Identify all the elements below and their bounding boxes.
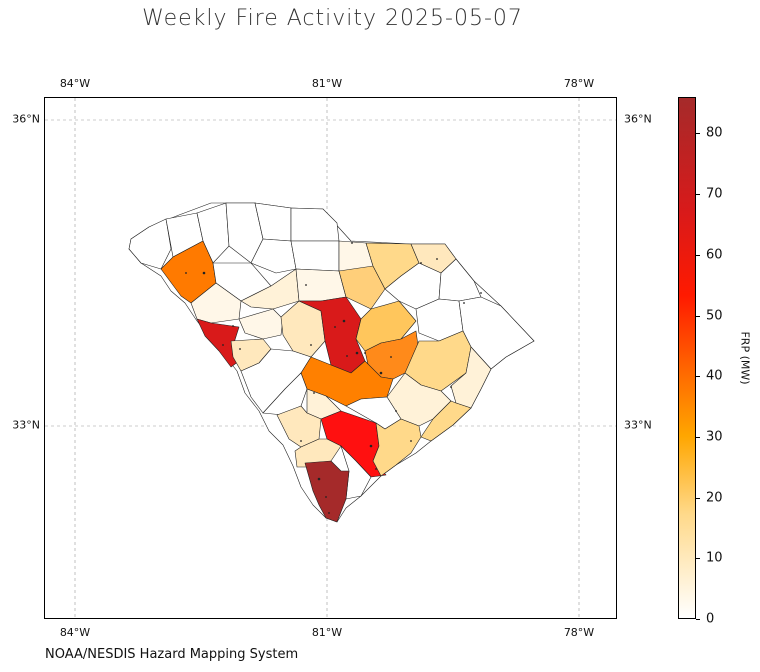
colorbar-label: FRP (MW) [738, 331, 752, 385]
colorbar-tick-label: 20 [706, 490, 723, 506]
colorbar-tick-mark [696, 254, 700, 256]
map-panel[interactable] [44, 97, 617, 619]
colorbar-tick-label: 30 [706, 429, 723, 445]
lat-tick-right-0: 36°N [624, 112, 652, 126]
fire-detections [185, 242, 482, 514]
lon-tick-bottom-0: 84°W [59, 626, 91, 639]
lon-tick-top-0: 84°W [59, 77, 91, 90]
colorbar-tick-mark [696, 315, 700, 317]
lon-tick-bottom-2: 78°W [563, 626, 595, 639]
sc-county-map [45, 98, 616, 618]
colorbar-tick-label: 10 [706, 550, 723, 566]
colorbar-tick-label: 60 [706, 247, 723, 263]
colorbar-tick-label: 0 [706, 611, 715, 627]
lat-tick-left-1: 33°N [12, 418, 40, 432]
colorbar-tick-label: 40 [706, 368, 723, 384]
lat-tick-right-1: 33°N [624, 418, 652, 432]
colorbar-tick-mark [696, 558, 700, 560]
lon-tick-top-1: 81°W [311, 77, 343, 90]
counties [128, 202, 535, 523]
colorbar-tick-mark [696, 436, 700, 438]
colorbar-tick-mark [696, 497, 700, 499]
lat-tick-left-0: 36°N [12, 112, 40, 126]
source-credit: NOAA/NESDIS Hazard Mapping System [45, 647, 299, 662]
lon-tick-top-2: 78°W [563, 77, 595, 90]
county-southern-darkred [304, 460, 350, 523]
map-title: Weekly Fire Activity 2025-05-07 [142, 6, 523, 31]
colorbar-tick-mark [696, 376, 700, 378]
colorbar-tick-label: 50 [706, 308, 723, 323]
lon-tick-bottom-1: 81°W [311, 626, 343, 639]
colorbar-tick-mark [696, 619, 700, 620]
colorbar-tick-label: 70 [706, 186, 723, 202]
colorbar-tick-mark [696, 133, 700, 135]
colorbar-tick-label: 80 [706, 125, 723, 141]
colorbar-tick-mark [696, 194, 700, 196]
colorbar [678, 97, 696, 619]
